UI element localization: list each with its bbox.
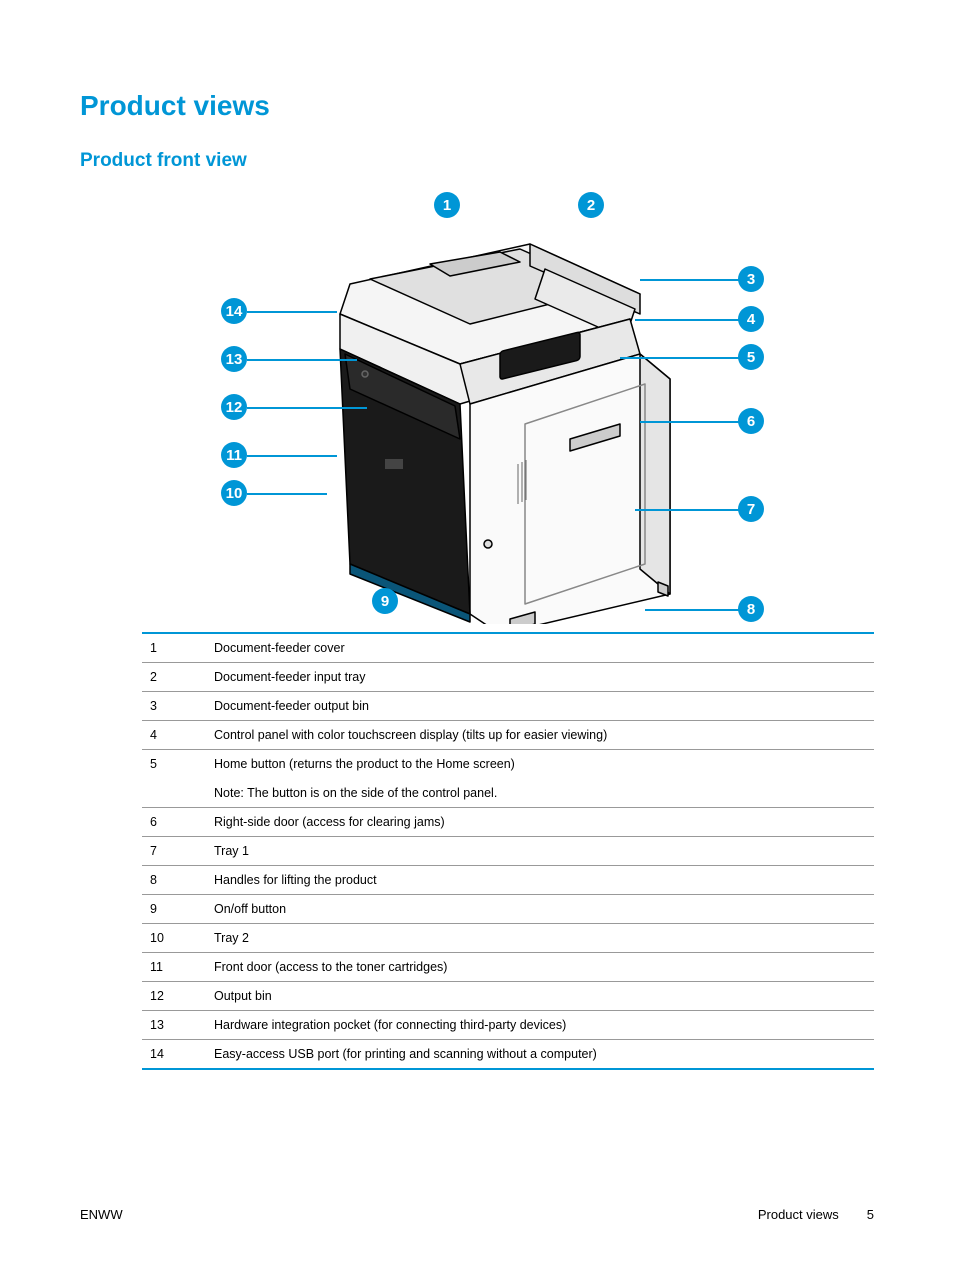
table-row: 13Hardware integration pocket (for conne… — [142, 1011, 874, 1040]
part-number: 6 — [142, 808, 202, 837]
part-description: Easy-access USB port (for printing and s… — [202, 1040, 874, 1070]
callout-line — [247, 311, 337, 313]
part-number: 11 — [142, 953, 202, 982]
callout-line — [247, 359, 357, 361]
part-number: 2 — [142, 663, 202, 692]
table-row: 4Control panel with color touchscreen di… — [142, 721, 874, 750]
callout-line — [635, 319, 740, 321]
callout-badge-8: 8 — [738, 596, 764, 622]
page-heading-2: Product front view — [80, 150, 874, 172]
part-number: 12 — [142, 982, 202, 1011]
callout-badge-10: 10 — [221, 480, 247, 506]
table-row: 12Output bin — [142, 982, 874, 1011]
footer-section-label: Product views — [758, 1207, 839, 1222]
part-number: 1 — [142, 633, 202, 663]
table-row: 2Document-feeder input tray — [142, 663, 874, 692]
callout-line — [247, 455, 337, 457]
callout-badge-4: 4 — [738, 306, 764, 332]
table-row: 3Document-feeder output bin — [142, 692, 874, 721]
table-row: 8Handles for lifting the product — [142, 866, 874, 895]
part-description: Document-feeder output bin — [202, 692, 874, 721]
callout-badge-14: 14 — [221, 298, 247, 324]
callout-badge-12: 12 — [221, 394, 247, 420]
callout-line — [620, 357, 740, 359]
callout-line — [635, 509, 740, 511]
part-description: On/off button — [202, 895, 874, 924]
callout-badge-6: 6 — [738, 408, 764, 434]
table-row: 10Tray 2 — [142, 924, 874, 953]
part-description: Document-feeder input tray — [202, 663, 874, 692]
part-description: Document-feeder cover — [202, 633, 874, 663]
table-row: 7Tray 1 — [142, 837, 874, 866]
callout-badge-11: 11 — [221, 442, 247, 468]
part-description: Handles for lifting the product — [202, 866, 874, 895]
page-heading-1: Product views — [80, 90, 874, 122]
callout-line — [640, 421, 740, 423]
part-number: 10 — [142, 924, 202, 953]
callout-badge-3: 3 — [738, 266, 764, 292]
table-row: 9On/off button — [142, 895, 874, 924]
part-number: 3 — [142, 692, 202, 721]
part-number: 7 — [142, 837, 202, 866]
callout-line — [247, 493, 327, 495]
callout-line — [640, 279, 740, 281]
callout-badge-1: 1 — [434, 192, 460, 218]
table-row: 6Right-side door (access for clearing ja… — [142, 808, 874, 837]
part-description: Control panel with color touchscreen dis… — [202, 721, 874, 750]
table-row: 5Home button (returns the product to the… — [142, 750, 874, 779]
parts-table: 1Document-feeder cover2Document-feeder i… — [142, 632, 874, 1070]
part-description: Home button (returns the product to the … — [202, 750, 874, 779]
table-row: 1Document-feeder cover — [142, 633, 874, 663]
part-number: 8 — [142, 866, 202, 895]
part-number: 9 — [142, 895, 202, 924]
part-number: 4 — [142, 721, 202, 750]
table-row-note: Note: The button is on the side of the c… — [142, 778, 874, 808]
footer-left: ENWW — [80, 1207, 123, 1222]
part-number: 5 — [142, 750, 202, 779]
footer-page-number: 5 — [867, 1207, 874, 1222]
part-note: Note: The button is on the side of the c… — [202, 778, 874, 808]
callout-badge-5: 5 — [738, 344, 764, 370]
printer-illustration — [270, 224, 690, 624]
page-footer: ENWW Product views 5 — [80, 1207, 874, 1222]
part-description: Output bin — [202, 982, 874, 1011]
product-diagram: 1234567891011121314 — [80, 184, 874, 624]
callout-badge-7: 7 — [738, 496, 764, 522]
part-number: 14 — [142, 1040, 202, 1070]
callout-badge-2: 2 — [578, 192, 604, 218]
part-description: Right-side door (access for clearing jam… — [202, 808, 874, 837]
callout-badge-13: 13 — [221, 346, 247, 372]
table-row: 11Front door (access to the toner cartri… — [142, 953, 874, 982]
callout-line — [645, 609, 740, 611]
table-row: 14Easy-access USB port (for printing and… — [142, 1040, 874, 1070]
part-description: Hardware integration pocket (for connect… — [202, 1011, 874, 1040]
callout-badge-9: 9 — [372, 588, 398, 614]
part-number: 13 — [142, 1011, 202, 1040]
callout-line — [247, 407, 367, 409]
part-description: Tray 1 — [202, 837, 874, 866]
part-description: Tray 2 — [202, 924, 874, 953]
part-description: Front door (access to the toner cartridg… — [202, 953, 874, 982]
